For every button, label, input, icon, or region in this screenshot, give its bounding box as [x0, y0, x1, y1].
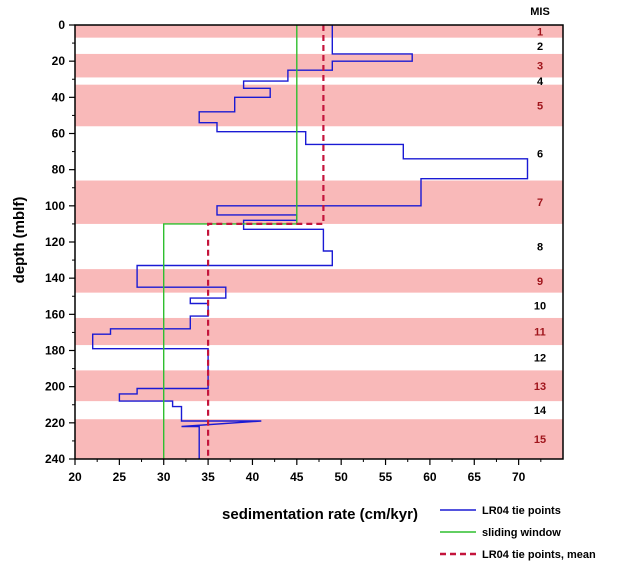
legend: LR04 tie points sliding window LR04 tie po…	[440, 505, 596, 561]
mis-label-3: 3	[537, 61, 543, 73]
x-tick-label: 65	[468, 470, 482, 484]
mis-label-12: 12	[534, 353, 546, 365]
x-tick-label: 25	[113, 470, 127, 484]
data-series	[91, 25, 529, 459]
y-tick-label: 80	[52, 163, 66, 177]
y-tick-label: 60	[52, 127, 66, 141]
y-tick-label: 120	[45, 235, 65, 249]
series-line-0	[91, 25, 529, 459]
x-axis: 20 25 30 35 40 45 50 55 60 65 70	[68, 459, 542, 484]
x-tick-label: 45	[290, 470, 304, 484]
y-tick-label: 100	[45, 199, 65, 213]
mis-band-13	[75, 370, 563, 402]
mis-label-14: 14	[534, 405, 547, 417]
series-line-2	[207, 25, 325, 459]
y-axis: 0 20 40 60 80 100 120 140 160 180 200 220 240	[45, 18, 75, 466]
mis-label-2: 2	[537, 41, 543, 53]
y-tick-label: 20	[52, 54, 66, 68]
y-tick-label: 140	[45, 271, 65, 285]
x-tick-label: 55	[379, 470, 393, 484]
mis-label-7: 7	[537, 197, 543, 209]
mis-band-5	[75, 84, 563, 127]
mis-header: MIS	[530, 6, 550, 18]
mis-label-1: 1	[537, 26, 543, 38]
x-tick-label: 60	[423, 470, 437, 484]
y-axis-title: depth (mblf)	[11, 197, 28, 284]
mis-band-1	[75, 25, 563, 38]
mis-label-13: 13	[534, 381, 546, 393]
mis-label-15: 15	[534, 434, 546, 446]
y-tick-label: 180	[45, 344, 65, 358]
y-tick-label: 160	[45, 307, 65, 321]
x-tick-label: 40	[246, 470, 260, 484]
y-tick-label: 0	[58, 18, 65, 32]
mis-band-3	[75, 53, 563, 78]
legend-label-2: LR04 tie points, mean	[482, 549, 596, 561]
mis-band-7	[75, 180, 563, 224]
mis-label-5: 5	[537, 100, 543, 112]
mis-label-8: 8	[537, 242, 543, 254]
legend-label-0: LR04 tie points	[482, 505, 561, 517]
x-tick-label: 35	[201, 470, 215, 484]
mis-label-4: 4	[537, 76, 544, 88]
y-tick-label: 240	[45, 452, 65, 466]
mis-band-15	[75, 419, 563, 459]
x-tick-label: 30	[157, 470, 171, 484]
y-tick-label: 200	[45, 380, 65, 394]
y-tick-label: 220	[45, 416, 65, 430]
mis-bands	[75, 25, 563, 459]
mis-label-10: 10	[534, 300, 546, 312]
mis-label-6: 6	[537, 148, 543, 160]
x-axis-title: sedimentation rate (cm/kyr)	[222, 506, 418, 523]
mis-band-9	[75, 269, 563, 293]
x-tick-label: 70	[512, 470, 526, 484]
y-tick-label: 40	[52, 90, 66, 104]
x-tick-label: 50	[335, 470, 349, 484]
x-tick-label: 20	[68, 470, 82, 484]
mis-label-9: 9	[537, 276, 543, 288]
mis-label-11: 11	[534, 327, 546, 339]
legend-label-1: sliding window	[482, 527, 561, 539]
mis-band-11	[75, 317, 563, 346]
